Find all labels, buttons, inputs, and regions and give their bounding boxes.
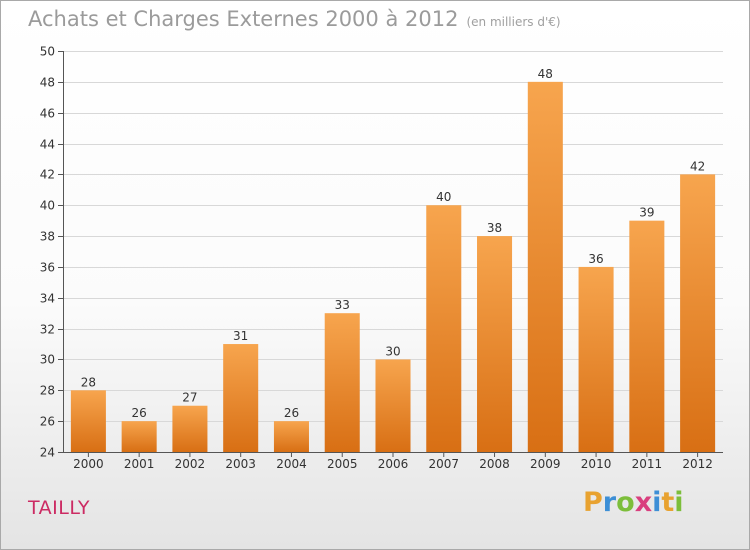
bar-2009 (527, 81, 563, 452)
data-label: 38 (487, 221, 502, 235)
bar-2003 (223, 344, 259, 452)
bar-2012 (680, 174, 716, 452)
data-label: 30 (385, 344, 400, 358)
commune-name: TAILLY (28, 497, 90, 519)
y-tick-label: 38 (40, 230, 55, 244)
chart-unit: (en milliers d'€) (466, 15, 561, 29)
bar-2010 (578, 266, 614, 452)
y-tick-label: 30 (40, 353, 55, 367)
data-label: 31 (233, 329, 248, 343)
y-tick-label: 36 (40, 261, 55, 275)
x-tick-label: 2004 (276, 457, 307, 471)
x-tick-label: 2007 (428, 457, 459, 471)
data-label: 39 (639, 206, 654, 220)
y-tick-label: 40 (40, 199, 55, 213)
x-tick-label: 2000 (73, 457, 104, 471)
y-tick-label: 44 (40, 138, 55, 152)
x-tick-label: 2012 (682, 457, 713, 471)
x-tick-label: 2002 (175, 457, 206, 471)
bar-2006 (375, 359, 411, 452)
x-tick-label: 2003 (225, 457, 256, 471)
bar-2002 (172, 405, 208, 452)
y-tick-label: 46 (40, 107, 55, 121)
bar-2011 (629, 220, 665, 452)
x-tick-label: 2010 (581, 457, 612, 471)
y-tick-label: 26 (40, 415, 55, 429)
x-tick-label: 2008 (479, 457, 510, 471)
bars: 28 26 27 31 26 33 30 40 38 48 36 39 42 (70, 67, 716, 452)
y-tick-label: 50 (40, 45, 55, 59)
bar-2008 (477, 236, 513, 452)
x-tick-label: 2001 (124, 457, 155, 471)
axes: 24 26 28 30 32 34 36 38 40 42 44 46 48 50 2000 2001 2002… (40, 45, 723, 471)
bar-2005 (324, 313, 360, 452)
y-tick-label: 42 (40, 168, 55, 182)
y-tick-label: 48 (40, 76, 55, 90)
x-tick-label: 2009 (530, 457, 561, 471)
data-label: 36 (588, 252, 603, 266)
data-label: 27 (182, 391, 197, 405)
data-label: 26 (284, 406, 299, 420)
x-tick-label: 2006 (378, 457, 409, 471)
data-label: 33 (335, 298, 350, 312)
x-tick-label: 2005 (327, 457, 358, 471)
y-tick-label: 34 (40, 292, 55, 306)
chart-title: Achats et Charges Externes 2000 à 2012 (e… (28, 7, 561, 31)
y-tick-label: 24 (40, 446, 55, 460)
chart-title-text: Achats et Charges Externes 2000 à 2012 (28, 7, 459, 31)
data-label: 26 (132, 406, 147, 420)
x-tick-label: 2011 (632, 457, 663, 471)
y-tick-label: 32 (40, 323, 55, 337)
y-tick-label: 28 (40, 384, 55, 398)
bar-2004 (273, 421, 309, 452)
data-label: 48 (538, 67, 553, 81)
data-label: 40 (436, 190, 451, 204)
bar-2001 (121, 421, 157, 452)
bar-2000 (70, 390, 106, 452)
bar-2007 (426, 205, 462, 452)
data-label: 28 (81, 375, 96, 389)
data-label: 42 (690, 159, 705, 173)
proxiti-logo[interactable]: Proxiti (583, 487, 684, 518)
